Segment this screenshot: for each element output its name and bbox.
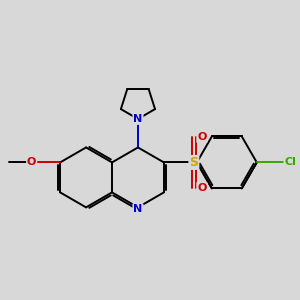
Text: N: N (133, 204, 142, 214)
Text: S: S (189, 156, 198, 169)
Text: O: O (197, 183, 207, 193)
Text: O: O (27, 158, 36, 167)
Text: Cl: Cl (284, 158, 296, 167)
Text: N: N (133, 114, 142, 124)
Text: O: O (197, 132, 207, 142)
